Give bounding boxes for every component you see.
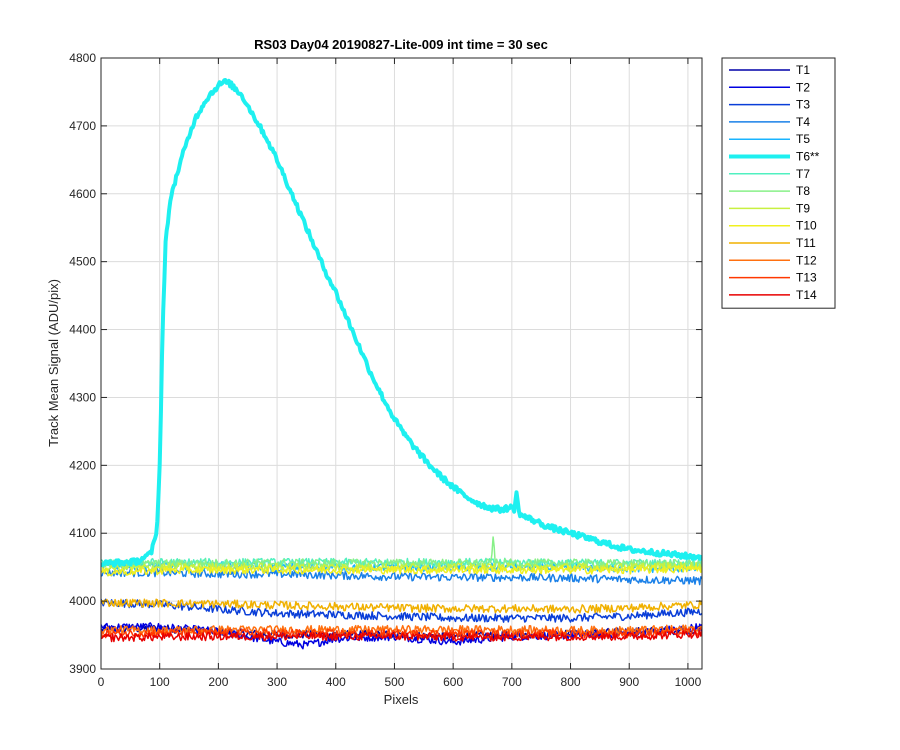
series-line-T4 xyxy=(101,567,702,586)
legend-entry: T5 xyxy=(796,132,810,146)
series-line-T14 xyxy=(101,629,702,643)
x-tick-label: 500 xyxy=(384,675,404,689)
legend-entry: T4 xyxy=(796,115,810,129)
y-tick-label: 4600 xyxy=(69,187,96,201)
x-tick-label: 200 xyxy=(208,675,228,689)
x-tick-label: 0 xyxy=(98,675,105,689)
y-tick-label: 4400 xyxy=(69,323,96,337)
legend-entry: T12 xyxy=(796,253,817,267)
y-axis-label: Track Mean Signal (ADU/pix) xyxy=(46,279,61,447)
y-tick-label: 4700 xyxy=(69,119,96,133)
series-line-T12 xyxy=(101,624,702,636)
legend-entry: T10 xyxy=(796,219,817,233)
series-line-T13 xyxy=(101,627,702,639)
legend-entry: T9 xyxy=(796,201,810,215)
x-tick-label: 800 xyxy=(561,675,581,689)
legend-entry: T2 xyxy=(796,80,810,94)
x-tick-label: 400 xyxy=(326,675,346,689)
x-tick-label: 1000 xyxy=(675,675,702,689)
x-tick-label: 900 xyxy=(619,675,639,689)
y-tick-label: 4800 xyxy=(69,51,96,65)
chart-title: RS03 Day04 20190827-Lite-009 int time = … xyxy=(254,37,548,52)
legend-entry: T8 xyxy=(796,184,810,198)
y-tick-label: 4500 xyxy=(69,255,96,269)
legend-entry: T1 xyxy=(796,63,810,77)
series-line-T6 xyxy=(101,78,702,568)
legend-entry: T6** xyxy=(796,150,820,164)
y-tick-label: 4000 xyxy=(69,594,96,608)
y-tick-label: 4300 xyxy=(69,390,96,404)
legend-entry: T3 xyxy=(796,98,810,112)
y-tick-label: 3900 xyxy=(69,662,96,676)
series-line-T10 xyxy=(101,564,702,577)
x-tick-label: 300 xyxy=(267,675,287,689)
legend-entry: T13 xyxy=(796,271,817,285)
legend-box xyxy=(721,57,836,309)
y-tick-label: 4100 xyxy=(69,526,96,540)
legend: T1 T2 T3 T4 T5 T6** T7 T8 T9 T10 T11 T12 T13 T14 xyxy=(721,57,836,309)
x-axis-label: Pixels xyxy=(384,692,419,707)
series-line-T3 xyxy=(101,598,702,623)
series-layer xyxy=(101,78,702,650)
series-line-T11 xyxy=(101,598,702,614)
legend-entry: T7 xyxy=(796,167,810,181)
legend-entry: T11 xyxy=(796,236,816,250)
y-tick-label: 4200 xyxy=(69,458,96,472)
x-tick-label: 600 xyxy=(443,675,463,689)
x-tick-label: 100 xyxy=(150,675,170,689)
legend-entry: T14 xyxy=(796,288,817,302)
plot-frame xyxy=(100,57,703,670)
x-tick-label: 700 xyxy=(502,675,522,689)
axis-ticks: 0 100 200 300 400 500 600 700 800 900 1000 3900 4000… xyxy=(69,51,702,689)
